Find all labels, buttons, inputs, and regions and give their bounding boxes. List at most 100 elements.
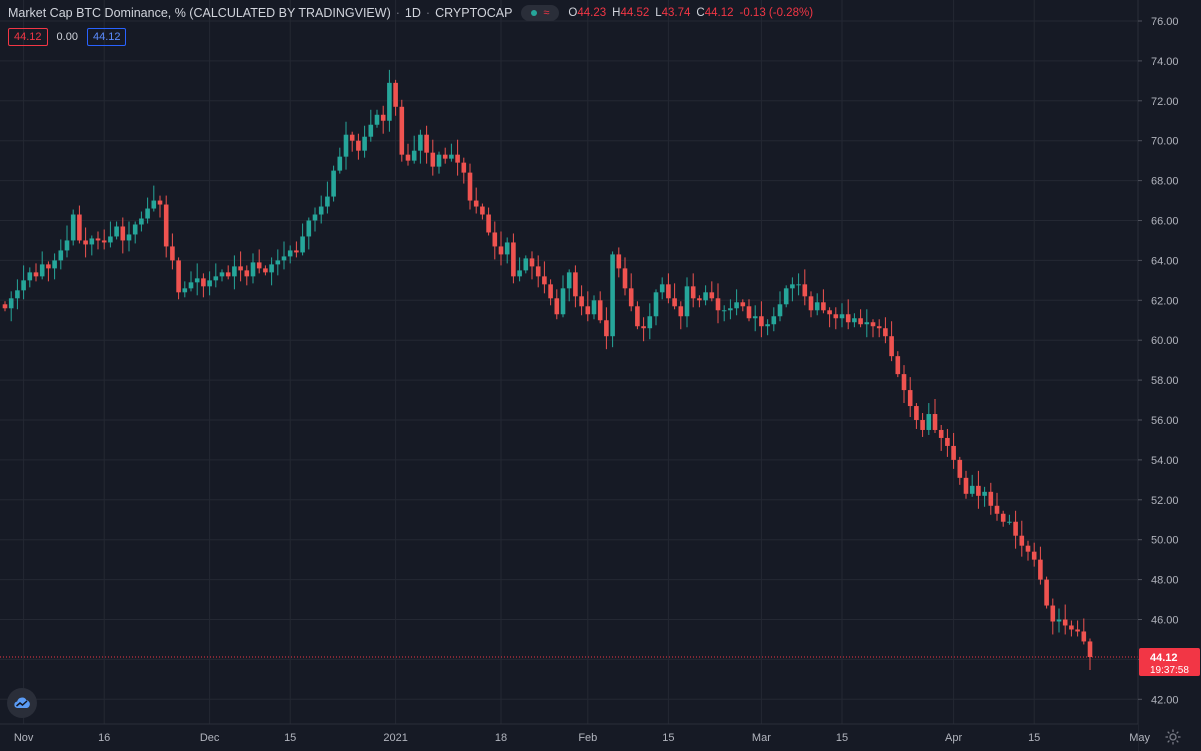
candle-body[interactable] [219,272,225,277]
candle-body[interactable] [796,284,801,286]
candle-body[interactable] [188,282,194,289]
candle-body[interactable] [201,278,206,287]
candle-body[interactable] [176,260,181,293]
candle-body[interactable] [932,414,938,430]
candle-body[interactable] [1069,625,1074,630]
candle-body[interactable] [1062,619,1068,626]
candle-body[interactable] [926,414,932,430]
candle-body[interactable] [715,298,721,311]
candle-body[interactable] [232,266,237,277]
candle-body[interactable] [170,246,175,261]
candle-body[interactable] [275,260,281,265]
candle-body[interactable] [672,298,677,307]
candle-body[interactable] [120,226,126,241]
candle-body[interactable] [945,437,950,446]
candle-body[interactable] [151,200,157,209]
candle-body[interactable] [907,390,913,407]
candle-body[interactable] [963,477,969,494]
candle-body[interactable] [1019,535,1025,546]
candle-body[interactable] [1050,605,1056,622]
candle-body[interactable] [1056,619,1062,622]
candle-body[interactable] [492,232,498,247]
candle-body[interactable] [976,485,981,496]
candle-body[interactable] [442,154,448,159]
candle-body[interactable] [821,302,826,311]
candle-body[interactable] [622,268,628,289]
candle-body[interactable] [585,306,591,315]
candle-body[interactable] [852,318,857,323]
symbol-title[interactable]: Market Cap BTC Dominance, % (CALCULATED … [8,6,391,20]
candle-body[interactable] [238,266,243,271]
candle-body[interactable] [46,264,51,269]
candle-body[interactable] [393,82,398,107]
candle-body[interactable] [114,226,119,237]
candle-body[interactable] [542,276,547,285]
candle-body[interactable] [560,288,566,315]
candle-body[interactable] [883,328,888,337]
interval-label[interactable]: 1D [404,6,421,20]
candle-body[interactable] [783,288,789,305]
candle-body[interactable] [901,374,907,391]
chart-legend[interactable]: Market Cap BTC Dominance, % (CALCULATED … [8,5,813,21]
candle-body[interactable] [294,250,299,253]
candle-body[interactable] [591,300,597,315]
candle-body[interactable] [368,124,374,137]
candle-body[interactable] [523,258,529,271]
candle-body[interactable] [362,136,367,151]
candle-body[interactable] [994,505,1000,514]
candle-body[interactable] [573,272,578,297]
candle-body[interactable] [306,220,312,237]
candle-body[interactable] [1000,513,1006,522]
current-price-tag[interactable] [1139,648,1200,677]
candle-body[interactable] [802,284,808,297]
candle-body[interactable] [325,196,330,207]
candle-body[interactable] [610,254,615,337]
candle-body[interactable] [399,106,405,155]
candle-body[interactable] [33,272,39,277]
candle-body[interactable] [777,304,783,317]
candle-body[interactable] [430,152,436,167]
exchange-label[interactable]: CRYPTOCAP [435,6,513,20]
candle-body[interactable] [504,242,510,255]
candle-body[interactable] [300,236,305,253]
candle-body[interactable] [380,114,386,121]
candle-body[interactable] [982,491,987,496]
candle-body[interactable] [1007,521,1012,523]
candle-body[interactable] [70,214,76,241]
candle-body[interactable] [1087,641,1093,658]
candle-body[interactable] [845,314,851,323]
candle-body[interactable] [89,238,95,245]
candle-body[interactable] [566,272,572,289]
tradingview-cloud-icon[interactable] [7,688,37,718]
candle-body[interactable] [771,316,777,325]
candle-body[interactable] [678,306,684,317]
candle-body[interactable] [1025,545,1031,552]
candle-body[interactable] [579,296,584,307]
candle-body[interactable] [424,134,429,153]
candle-body[interactable] [244,270,250,277]
candle-body[interactable] [728,308,733,311]
candle-body[interactable] [554,298,560,315]
candle-body[interactable] [498,246,504,255]
candle-body[interactable] [752,316,758,319]
candle-body[interactable] [1075,629,1080,632]
candle-body[interactable] [833,314,839,319]
candle-body[interactable] [517,270,522,277]
candle-body[interactable] [938,429,944,438]
candle-body[interactable] [759,316,764,327]
candle-body[interactable] [969,485,975,494]
candle-body[interactable] [827,310,832,315]
candle-body[interactable] [641,326,646,329]
candle-body[interactable] [889,336,894,357]
candle-body[interactable] [697,298,702,301]
candle-body[interactable] [988,491,994,506]
candle-body[interactable] [108,236,113,243]
candle-body[interactable] [666,284,671,299]
candle-body[interactable] [616,254,622,269]
candle-body[interactable] [411,150,417,161]
candle-body[interactable] [746,306,752,319]
candle-body[interactable] [27,272,33,281]
candle-body[interactable] [548,284,553,299]
candle-body[interactable] [343,134,349,157]
